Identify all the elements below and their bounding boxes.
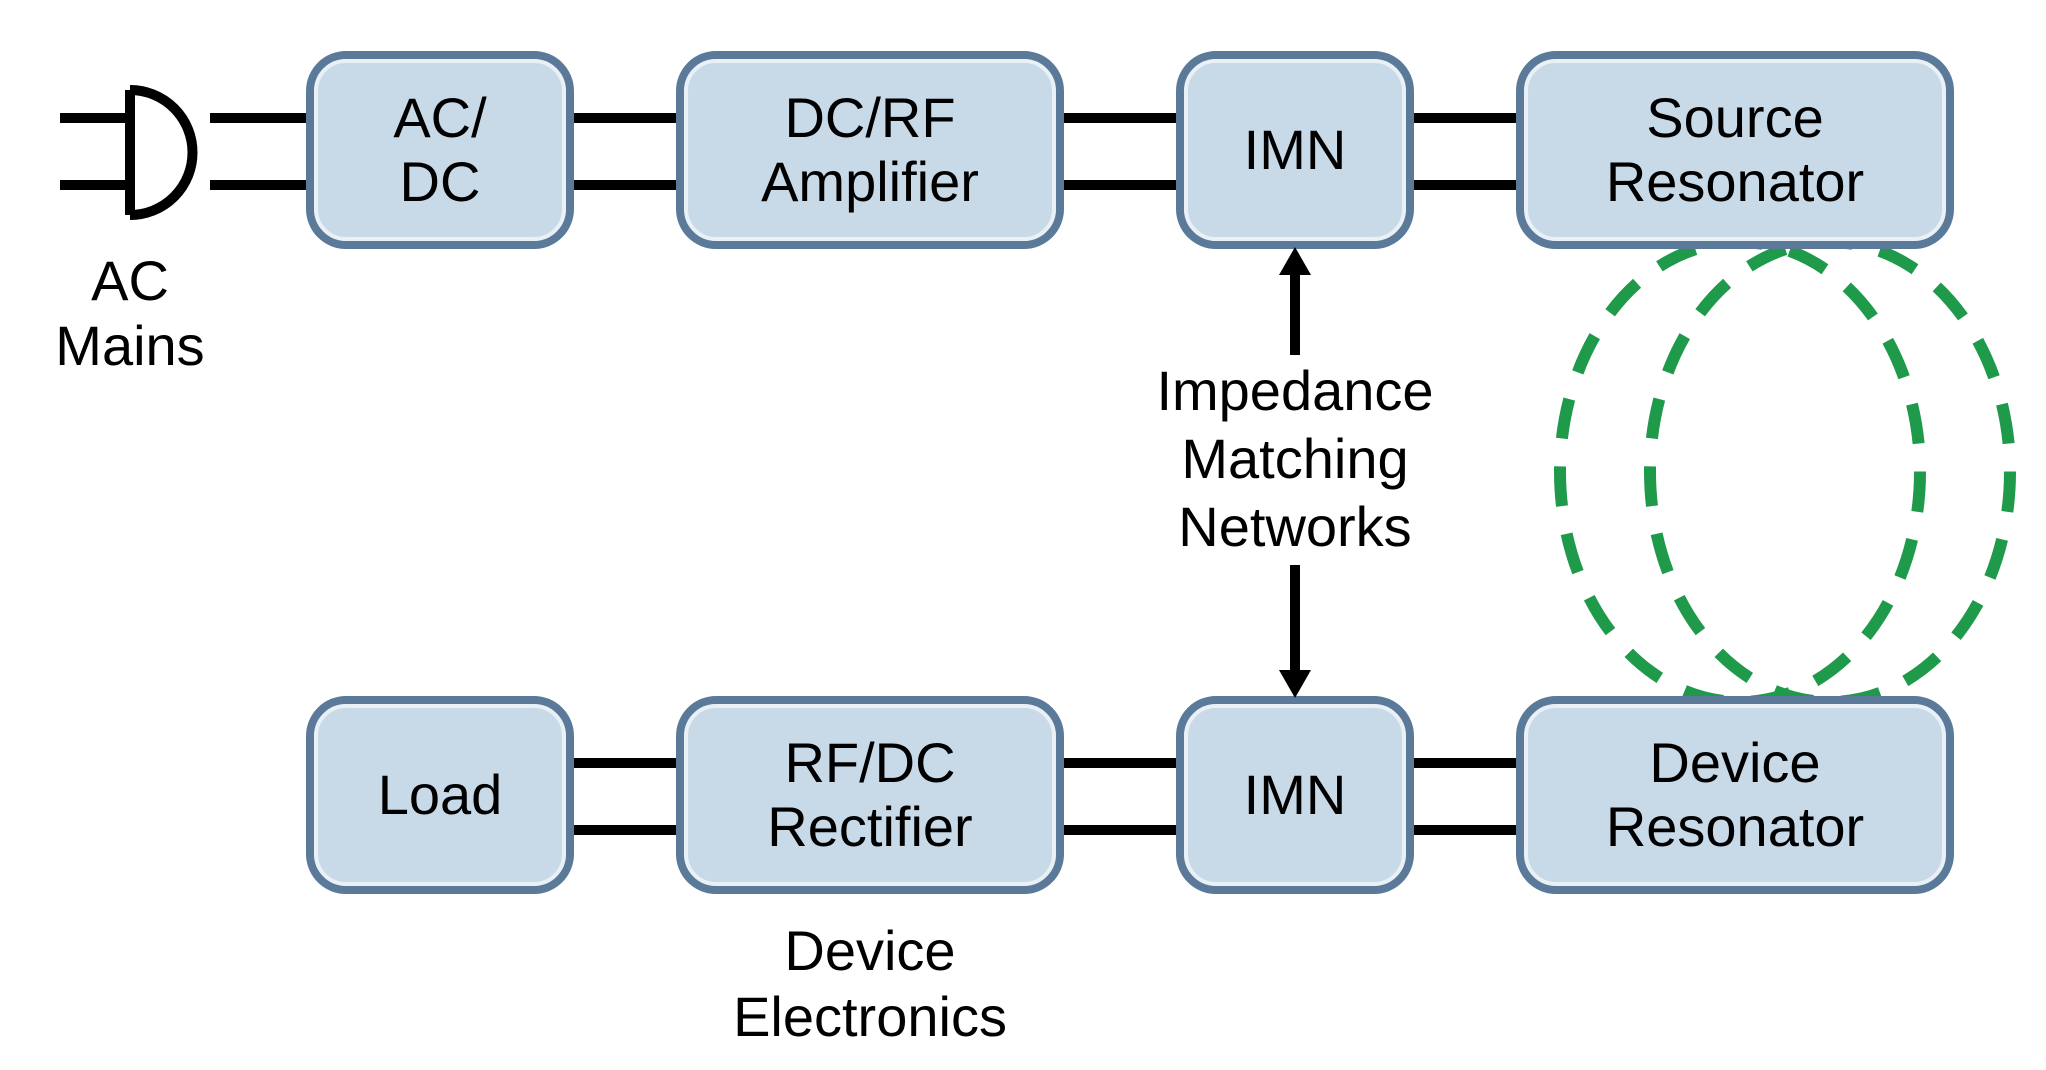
source-resonator-label-1: Source bbox=[1646, 86, 1823, 149]
source-resonator-label-2: Resonator bbox=[1606, 150, 1864, 213]
device-resonator-label-1: Device bbox=[1649, 731, 1820, 794]
imn-annotation-line2: Matching bbox=[1181, 427, 1408, 490]
load-label: Load bbox=[378, 763, 503, 826]
source-resonator-block: SourceResonator bbox=[1520, 55, 1950, 245]
imn-bottom-block: IMN bbox=[1180, 700, 1410, 890]
rf-dc-rectifier-block: RF/DCRectifier bbox=[680, 700, 1060, 890]
imn-top-label: IMN bbox=[1244, 118, 1347, 181]
ac-dc-label-1: AC/ bbox=[393, 86, 487, 149]
dc-rf-amplifier-label-1: DC/RF bbox=[784, 86, 955, 149]
ac-mains-label-1: AC bbox=[91, 249, 169, 312]
wireless-power-diagram: ACMainsAC/DCDC/RFAmplifierIMNSourceReson… bbox=[0, 0, 2046, 1070]
ac-dc-block: AC/DC bbox=[310, 55, 570, 245]
device-resonator-label-2: Resonator bbox=[1606, 795, 1864, 858]
coupling-ellipse-1 bbox=[1650, 242, 2010, 702]
device-resonator-block: DeviceResonator bbox=[1520, 700, 1950, 890]
device-electronics-label-1: Device bbox=[784, 919, 955, 982]
dc-rf-amplifier-block: DC/RFAmplifier bbox=[680, 55, 1060, 245]
dc-rf-amplifier-label-2: Amplifier bbox=[761, 150, 979, 213]
imn-annotation-line1: Impedance bbox=[1156, 359, 1433, 422]
ac-mains-label-2: Mains bbox=[55, 314, 204, 377]
ac-plug-icon bbox=[60, 90, 193, 215]
load-block: Load bbox=[310, 700, 570, 890]
imn-annotation: ImpedanceMatchingNetworks bbox=[1156, 247, 1433, 698]
imn-arrowhead-up bbox=[1279, 247, 1311, 275]
imn-arrowhead-down bbox=[1279, 670, 1311, 698]
ac-dc-label-2: DC bbox=[400, 150, 481, 213]
imn-annotation-line3: Networks bbox=[1178, 495, 1411, 558]
device-electronics-label-2: Electronics bbox=[733, 985, 1007, 1048]
coupling-ellipse-0 bbox=[1560, 242, 1920, 702]
rf-dc-rectifier-label-1: RF/DC bbox=[784, 731, 955, 794]
imn-bottom-label: IMN bbox=[1244, 763, 1347, 826]
imn-top-block: IMN bbox=[1180, 55, 1410, 245]
rf-dc-rectifier-label-2: Rectifier bbox=[767, 795, 972, 858]
coupling-field bbox=[1560, 242, 2010, 702]
